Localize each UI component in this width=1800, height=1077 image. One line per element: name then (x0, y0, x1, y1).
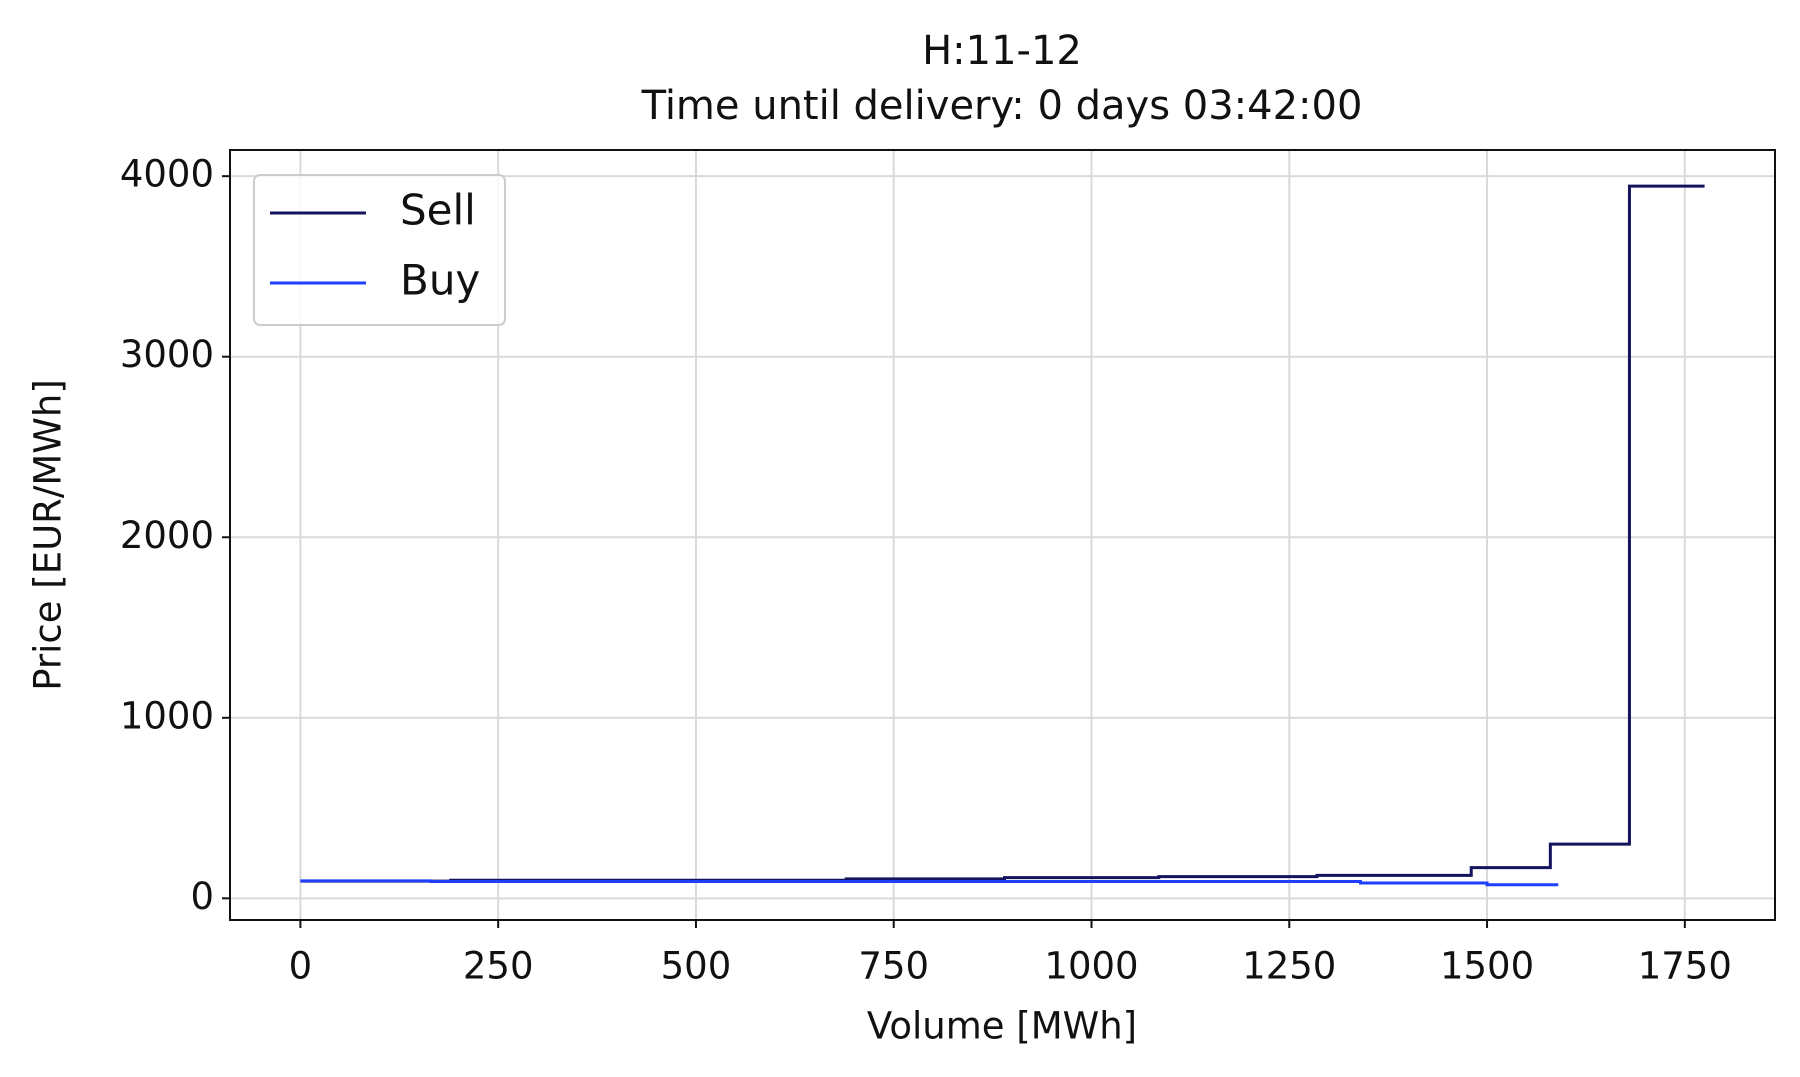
x-tick-label: 500 (661, 945, 732, 988)
step-line (300, 879, 1559, 887)
plot-frame (229, 149, 1776, 921)
y-tick-label: 0 (190, 875, 214, 918)
y-tick-label: 4000 (120, 153, 214, 196)
step-line (300, 184, 1705, 883)
chart-title: H:11-12 (922, 28, 1082, 74)
x-tick-label: 1000 (1044, 945, 1138, 988)
y-tick-label: 2000 (120, 514, 214, 557)
legend-label: Sell (400, 186, 476, 235)
legend-label: Buy (400, 256, 480, 305)
chart-subtitle: Time until delivery: 0 days 03:42:00 (641, 83, 1363, 129)
x-tick-label: 750 (858, 945, 929, 988)
y-tick-label: 3000 (120, 333, 214, 376)
x-tick-label: 1250 (1242, 945, 1336, 988)
y-tick-label: 1000 (120, 694, 214, 737)
x-tick-label: 1750 (1638, 945, 1732, 988)
y-axis-label: Price [EUR/MWh] (27, 379, 70, 690)
x-axis-label: Volume [MWh] (867, 1005, 1137, 1048)
x-tick-label: 1500 (1440, 945, 1534, 988)
x-tick-label: 250 (463, 945, 534, 988)
x-tick-label: 0 (289, 945, 313, 988)
